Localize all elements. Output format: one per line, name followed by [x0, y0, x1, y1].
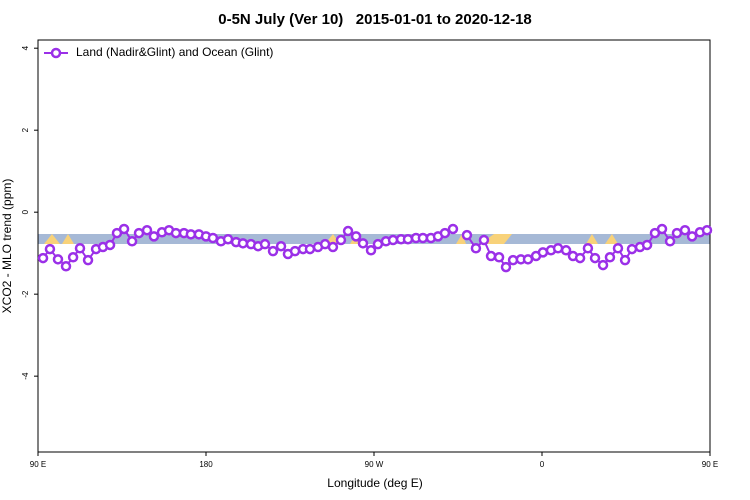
x-tick-label: 90 E — [702, 460, 718, 469]
data-point — [104, 239, 116, 251]
data-point — [664, 236, 676, 247]
data-point — [289, 245, 301, 257]
y-tick-label: 2 — [21, 127, 30, 132]
y-tick-label: 0 — [21, 209, 30, 214]
data-point — [126, 236, 138, 247]
data-point — [485, 250, 497, 262]
data-point — [44, 243, 56, 255]
data-point — [387, 234, 399, 246]
data-point — [679, 224, 691, 236]
data-point — [237, 238, 249, 249]
data-point — [470, 243, 482, 254]
data-point — [478, 234, 490, 246]
y-axis-label: XCO2 - MLO trend (ppm) — [0, 179, 14, 314]
y-tick-label: -4 — [21, 372, 30, 380]
data-point — [67, 252, 79, 263]
data-point — [402, 233, 414, 245]
data-point — [560, 245, 572, 256]
data-point — [74, 243, 86, 254]
data-point — [141, 224, 153, 236]
data-point — [60, 261, 72, 272]
data-point — [304, 243, 316, 255]
data-point — [686, 231, 698, 242]
data-point — [493, 252, 505, 263]
x-axis-label: Longitude (deg E) — [327, 476, 422, 490]
data-point — [656, 223, 668, 235]
data-point — [52, 254, 64, 265]
data-point — [327, 241, 339, 253]
data-point — [365, 245, 377, 256]
data-point — [500, 261, 512, 273]
data-point — [275, 240, 287, 252]
y-tick-label: -2 — [21, 290, 30, 298]
data-point — [597, 259, 609, 271]
data-point — [148, 231, 160, 242]
data-point — [537, 247, 549, 258]
data-point — [259, 238, 271, 250]
data-point — [461, 229, 473, 241]
data-point — [82, 254, 94, 266]
y-tick-label: 4 — [21, 45, 30, 50]
data-point — [439, 227, 451, 239]
chart-title: 0-5N July (Ver 10) 2015-01-01 to 2020-12… — [218, 11, 532, 28]
data-point — [447, 223, 459, 235]
x-tick-label: 90 E — [30, 460, 46, 469]
data-point — [641, 239, 653, 251]
data-point — [626, 243, 638, 255]
data-point — [574, 252, 586, 264]
data-point — [552, 243, 564, 254]
data-point — [701, 224, 713, 236]
data-point — [612, 243, 624, 254]
x-tick-label: 90 W — [365, 460, 384, 469]
x-tick-label: 180 — [199, 460, 213, 469]
data-point — [267, 245, 279, 257]
data-point — [350, 231, 362, 242]
data-point — [582, 243, 594, 254]
data-point — [37, 252, 49, 264]
data-point — [619, 254, 631, 266]
data-point — [604, 252, 616, 263]
data-point — [118, 223, 130, 235]
data-point — [342, 225, 354, 237]
data-point — [357, 238, 369, 249]
legend-label: Land (Nadir&Glint) and Ocean (Glint) — [76, 45, 273, 59]
data-point — [589, 252, 601, 264]
data-point — [335, 234, 347, 246]
legend-marker — [50, 47, 62, 59]
x-tick-label: 0 — [540, 460, 545, 469]
